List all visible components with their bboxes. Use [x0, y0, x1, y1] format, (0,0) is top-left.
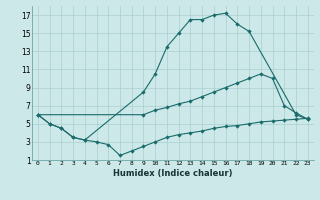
X-axis label: Humidex (Indice chaleur): Humidex (Indice chaleur)	[113, 169, 233, 178]
